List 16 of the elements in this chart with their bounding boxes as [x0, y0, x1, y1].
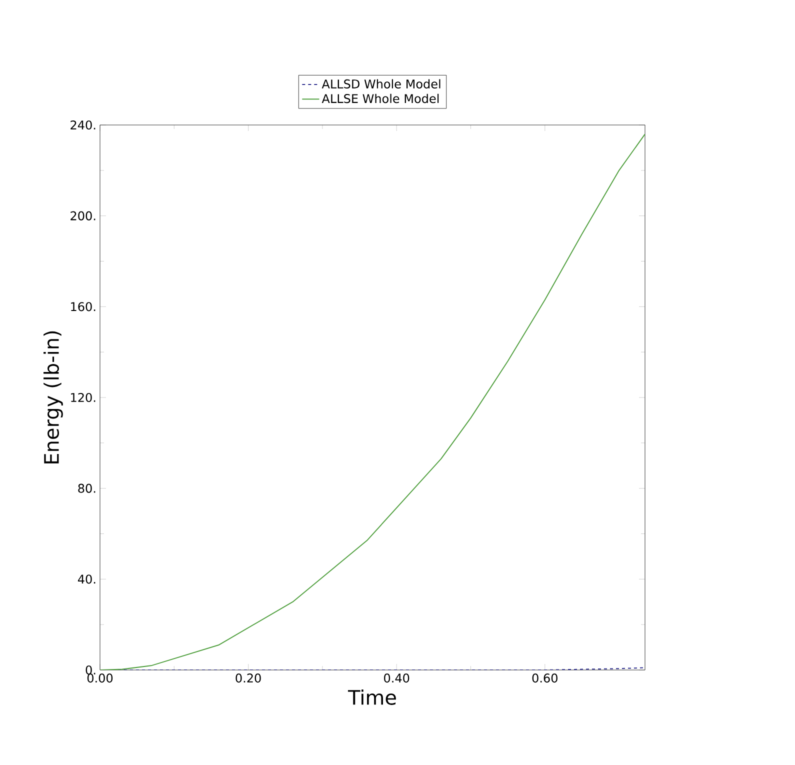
- y-tick-label: 0.: [86, 665, 96, 675]
- y-tick-label: 200.: [70, 211, 96, 220]
- y-axis-title: Energy (lb-in): [44, 331, 63, 464]
- legend-label: ALLSD Whole Model: [322, 79, 440, 88]
- legend-label: ALLSE Whole Model: [322, 94, 439, 104]
- x-tick-label: 0.40: [384, 674, 410, 683]
- y-tick-label: 120.: [71, 392, 96, 402]
- x-tick-label: 0.00: [87, 674, 113, 683]
- x-tick-label: 0.20: [236, 674, 261, 683]
- y-tick-label: 80.: [78, 484, 96, 493]
- y-tick-label: 240.: [70, 120, 96, 130]
- y-tick-label: 40.: [78, 574, 96, 584]
- x-axis-title: Time: [348, 689, 396, 705]
- line-series: [100, 134, 646, 670]
- y-tick-label: 160.: [71, 302, 96, 312]
- x-tick-label: 0.60: [532, 674, 558, 683]
